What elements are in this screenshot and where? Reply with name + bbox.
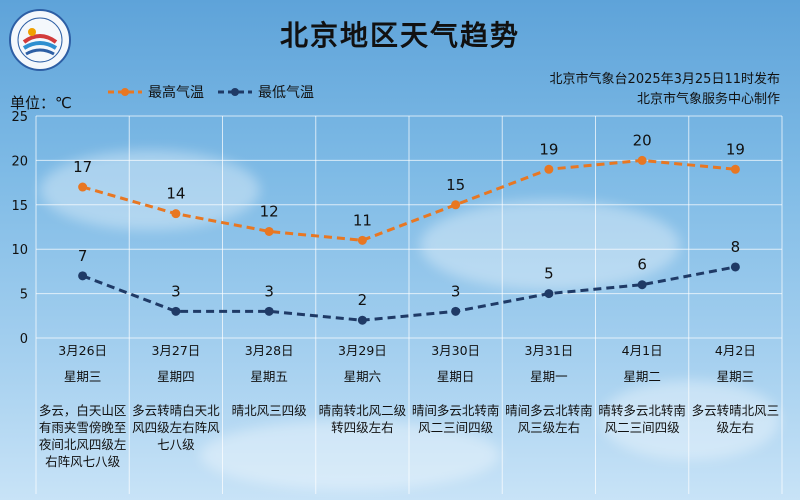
legend-high: 最高气温 xyxy=(108,82,204,102)
day-weekday: 星期三 xyxy=(63,369,102,384)
series-high-data-label: 15 xyxy=(446,176,465,194)
day-column: 4月1日星期二晴转多云北转南风二三间四级 xyxy=(596,342,688,436)
y-tick-label: 25 xyxy=(11,110,28,125)
series-high-point xyxy=(730,164,740,174)
series-low-data-label: 3 xyxy=(264,282,274,300)
series-low-data-label: 3 xyxy=(451,282,461,300)
y-tick-label: 0 xyxy=(20,332,28,347)
series-high-data-label: 19 xyxy=(539,140,558,158)
day-date: 3月27日 xyxy=(151,343,201,358)
day-weekday: 星期日 xyxy=(436,369,475,384)
day-weather: 晴间多云北转南风三级左右 xyxy=(505,403,593,435)
series-low-line xyxy=(82,265,736,322)
day-column: 3月26日星期三多云，白天山区有雨夹雪傍晚至夜间北风四级左右阵风七八级 xyxy=(37,342,129,470)
day-date: 3月31日 xyxy=(524,343,574,358)
series-high-data-label: 20 xyxy=(633,131,652,149)
series-high-point xyxy=(637,155,647,165)
day-column: 3月28日星期五晴北风三四级 xyxy=(223,342,315,419)
issuer-line2: 北京市气象服务中心制作 xyxy=(636,92,780,107)
day-weekday: 星期三 xyxy=(716,369,755,384)
series-low-point xyxy=(357,315,367,325)
day-date: 4月1日 xyxy=(621,343,663,358)
day-column: 3月27日星期四多云转晴白天北风四级左右阵风七八级 xyxy=(130,342,222,453)
day-weather: 多云，白天山区有雨夹雪傍晚至夜间北风四级左右阵风七八级 xyxy=(38,403,127,469)
series-low-point xyxy=(78,271,88,281)
series-high-data-label: 11 xyxy=(353,211,372,229)
day-date: 3月26日 xyxy=(58,343,108,358)
day-weather: 多云转晴白天北风四级左右阵风七八级 xyxy=(132,403,220,452)
legend-low-label: 最低气温 xyxy=(258,85,314,101)
day-column: 4月2日星期三多云转晴北风三级左右 xyxy=(689,342,781,436)
series-high-data-label: 17 xyxy=(73,158,92,176)
y-tick-label: 10 xyxy=(11,243,28,258)
series-low-data-label: 3 xyxy=(171,282,181,300)
series-low-point xyxy=(451,306,461,316)
day-weekday: 星期二 xyxy=(623,369,661,384)
day-weather: 晴转多云北转南风二三间四级 xyxy=(598,403,686,435)
series-low-point xyxy=(730,262,740,272)
day-column: 3月29日星期六晴南转北风二级转四级左右 xyxy=(316,342,408,436)
series-high-point xyxy=(451,200,461,210)
y-tick-label: 15 xyxy=(11,199,28,214)
day-weather: 晴南转北风二级转四级左右 xyxy=(318,403,407,435)
day-date: 4月2日 xyxy=(714,343,756,358)
day-column: 3月31日星期一晴间多云北转南风三级左右 xyxy=(503,342,595,436)
day-date: 3月28日 xyxy=(244,343,294,358)
day-weather: 多云转晴北风三级左右 xyxy=(691,403,780,435)
series-high-data-label: 12 xyxy=(260,202,279,220)
legend-low: 最低气温 xyxy=(218,82,314,102)
series-low-point xyxy=(544,289,554,299)
day-weekday: 星期五 xyxy=(250,369,288,384)
day-weekday: 星期六 xyxy=(343,369,382,384)
series-high-point xyxy=(544,164,554,174)
day-column: 3月30日星期日晴间多云北转南风二三间四级 xyxy=(410,342,502,436)
series-low-point xyxy=(637,280,647,290)
series-low-data-label: 8 xyxy=(731,238,741,256)
series-high-data-label: 14 xyxy=(166,185,185,203)
legend-high-label: 最高气温 xyxy=(148,85,204,101)
series-high-point xyxy=(171,209,181,219)
day-weather: 晴间多云北转南风二三间四级 xyxy=(411,403,500,435)
meteorological-logo-icon xyxy=(9,9,71,71)
y-tick-label: 20 xyxy=(11,154,28,169)
legend-high-swatch xyxy=(108,88,142,96)
issuer-line1: 北京市气象台2025年3月25日11时发布 xyxy=(549,72,780,87)
day-weather: 晴北风三四级 xyxy=(231,403,307,418)
day-weekday: 星期四 xyxy=(157,369,195,384)
series-low-point xyxy=(171,306,181,316)
series-high-line xyxy=(82,158,736,242)
series-high-data-label: 19 xyxy=(726,140,745,158)
day-date: 3月30日 xyxy=(431,343,481,358)
unit-label: 单位：℃ xyxy=(10,94,72,112)
legend-low-swatch xyxy=(218,88,252,96)
series-low-point xyxy=(264,306,274,316)
series-low-data-label: 2 xyxy=(358,291,368,309)
day-weekday: 星期一 xyxy=(530,369,568,384)
day-date: 3月29日 xyxy=(337,343,387,358)
series-high-point xyxy=(264,226,274,236)
series-high-point xyxy=(78,182,88,192)
page-title: 北京地区天气趋势 xyxy=(279,19,520,52)
series-low-data-label: 7 xyxy=(78,247,88,265)
series-low-data-label: 6 xyxy=(637,256,647,274)
series-high-point xyxy=(357,235,367,245)
y-tick-label: 5 xyxy=(20,288,28,303)
series-low-data-label: 5 xyxy=(544,265,554,283)
